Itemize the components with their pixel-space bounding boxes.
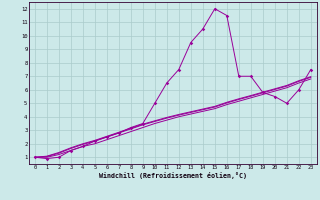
X-axis label: Windchill (Refroidissement éolien,°C): Windchill (Refroidissement éolien,°C) [99, 172, 247, 179]
